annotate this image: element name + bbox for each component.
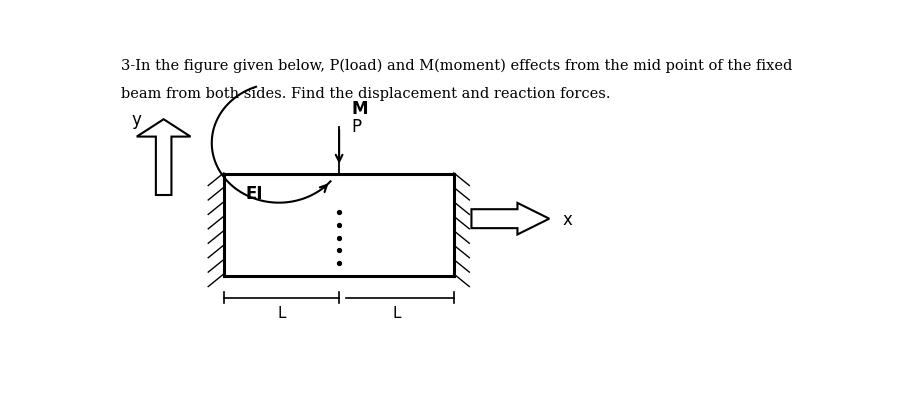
Text: L: L: [278, 306, 286, 321]
Text: P: P: [352, 117, 362, 135]
Text: EI: EI: [245, 184, 263, 202]
Text: L: L: [393, 306, 401, 321]
Text: M: M: [352, 100, 368, 118]
Text: beam from both sides. Find the displacement and reaction forces.: beam from both sides. Find the displacem…: [121, 87, 611, 101]
Text: x: x: [562, 210, 572, 228]
Polygon shape: [137, 120, 191, 196]
Polygon shape: [471, 203, 550, 235]
Text: 3-In the figure given below, P(load) and M(moment) effects from the mid point of: 3-In the figure given below, P(load) and…: [121, 58, 792, 73]
Text: y: y: [131, 111, 141, 129]
